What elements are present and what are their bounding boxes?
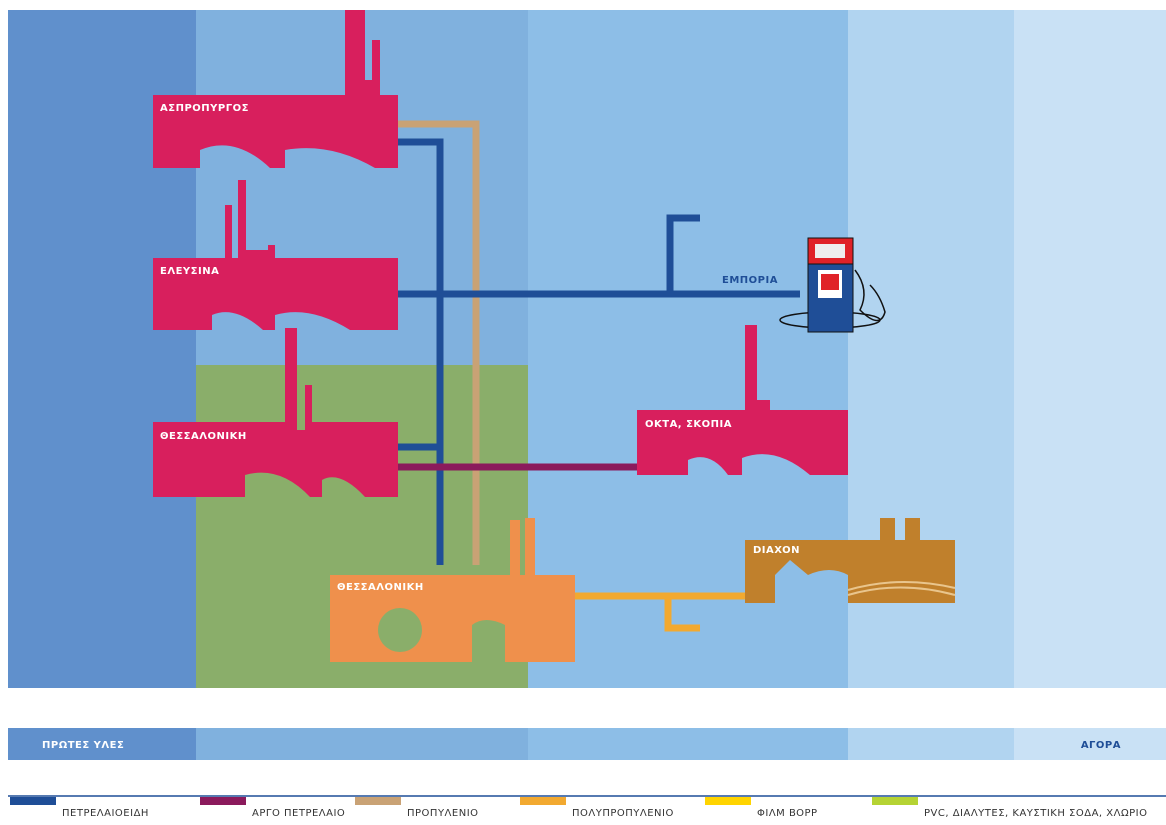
node-label: ΘΕΣΣΑΛΟΝΙΚΗ: [160, 431, 247, 442]
legend: ΠΕΤΡΕΛΑΙΟΕΙΔΗ ΑΡΓΟ ΠΕΤΡΕΛΑΙΟ ΠΡΟΠΥΛΕΝΙΟ ΠΟΛ…: [10, 797, 1147, 819]
legend-swatch: [355, 797, 401, 805]
labels: ΑΣΠΡΟΠΥΡΓΟΣ ΕΛΕΥΣΙΝΑ ΘΕΣΣΑΛΟΝΙΚΗ ΕΜΠΟΡΙΑ…: [42, 103, 1121, 751]
legend-swatch: [705, 797, 751, 805]
node-label: ΕΜΠΟΡΙΑ: [722, 275, 778, 286]
node-label: ΕΛΕΥΣΙΝΑ: [160, 266, 219, 277]
legend-label: ΠΟΛΥΠΡΟΠΥΛΕΝΙΟ: [572, 808, 674, 819]
node-label: ΟΚΤΑ, ΣΚΟΠΙΑ: [645, 419, 732, 430]
pipes: [8, 120, 1135, 654]
node-label: DIAXON: [753, 545, 800, 556]
node-label: ΘΕΣΣΑΛΟΝΙΚΗ: [337, 582, 424, 593]
factories: [153, 10, 956, 662]
legend-swatch: [10, 797, 56, 805]
node-label: ΑΣΠΡΟΠΥΡΓΟΣ: [160, 103, 249, 114]
legend-label: ΑΡΓΟ ΠΕΤΡΕΛΑΙΟ: [252, 808, 345, 819]
fuel-pump: [779, 237, 886, 333]
legend-label: ΠΡΟΠΥΛΕΝΙΟ: [407, 808, 479, 819]
stage-label: ΑΓΟΡΑ: [1081, 740, 1121, 751]
legend-label: ΠΕΤΡΕΛΑΙΟΕΙΔΗ: [62, 808, 149, 819]
legend-swatch: [200, 797, 246, 805]
legend-label: PVC, ΔΙΑΛΥΤΕΣ, ΚΑΥΣΤΙΚΗ ΣΟΔΑ, ΧΛΩΡΙΟ: [924, 808, 1147, 819]
legend-swatch: [872, 797, 918, 805]
legend-label: ΦΙΛΜ BOPP: [757, 808, 818, 819]
stage-label: ΠΡΩΤΕΣ ΥΛΕΣ: [42, 740, 124, 751]
legend-swatch: [520, 797, 566, 805]
